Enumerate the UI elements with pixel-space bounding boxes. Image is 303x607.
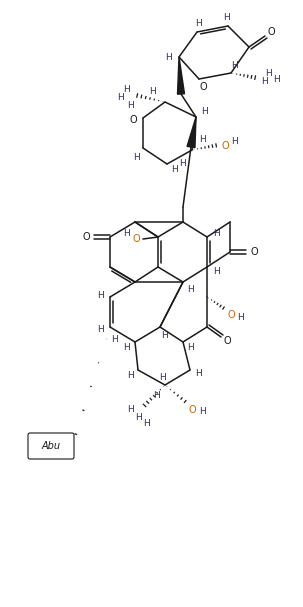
Text: O: O <box>199 82 207 92</box>
Text: H: H <box>127 370 133 379</box>
Text: H: H <box>196 18 202 27</box>
Text: H: H <box>238 313 245 322</box>
Text: H: H <box>112 334 118 344</box>
Text: O: O <box>82 232 90 242</box>
Text: H: H <box>214 228 220 237</box>
Text: H: H <box>231 61 237 69</box>
Text: H: H <box>135 413 142 421</box>
Text: H: H <box>123 229 129 239</box>
Text: H: H <box>195 370 201 379</box>
Text: H: H <box>123 84 129 93</box>
FancyBboxPatch shape <box>28 433 74 459</box>
Text: H: H <box>171 166 178 174</box>
Text: H: H <box>127 404 133 413</box>
Text: H: H <box>200 407 206 416</box>
Text: H: H <box>97 291 103 299</box>
Text: H: H <box>150 87 156 97</box>
Text: H: H <box>201 106 207 115</box>
Text: H: H <box>266 69 272 78</box>
Text: H: H <box>188 285 195 294</box>
Text: O: O <box>129 115 137 125</box>
Text: O: O <box>267 27 275 37</box>
Text: O: O <box>223 336 231 346</box>
Text: H: H <box>159 373 165 382</box>
Text: H: H <box>274 75 280 84</box>
Text: H: H <box>231 138 238 146</box>
Text: H: H <box>117 93 123 103</box>
Text: H: H <box>199 135 205 143</box>
Text: H: H <box>261 78 268 87</box>
Text: O: O <box>221 141 229 151</box>
Text: H: H <box>97 325 103 334</box>
Text: H: H <box>144 418 150 427</box>
Text: H: H <box>134 154 140 163</box>
Text: H: H <box>188 342 195 351</box>
Text: H: H <box>214 266 220 276</box>
Text: H: H <box>154 390 160 399</box>
Text: O: O <box>132 234 140 244</box>
Text: H: H <box>165 53 171 63</box>
Text: O: O <box>227 310 235 320</box>
Text: Abu: Abu <box>42 441 61 451</box>
Polygon shape <box>178 57 185 94</box>
Text: H: H <box>124 344 130 353</box>
Text: O: O <box>250 247 258 257</box>
Text: O: O <box>188 405 196 415</box>
Text: H: H <box>161 330 168 339</box>
Text: H: H <box>224 13 230 21</box>
Polygon shape <box>187 117 196 148</box>
Text: H: H <box>179 160 185 169</box>
Text: H: H <box>128 101 134 110</box>
